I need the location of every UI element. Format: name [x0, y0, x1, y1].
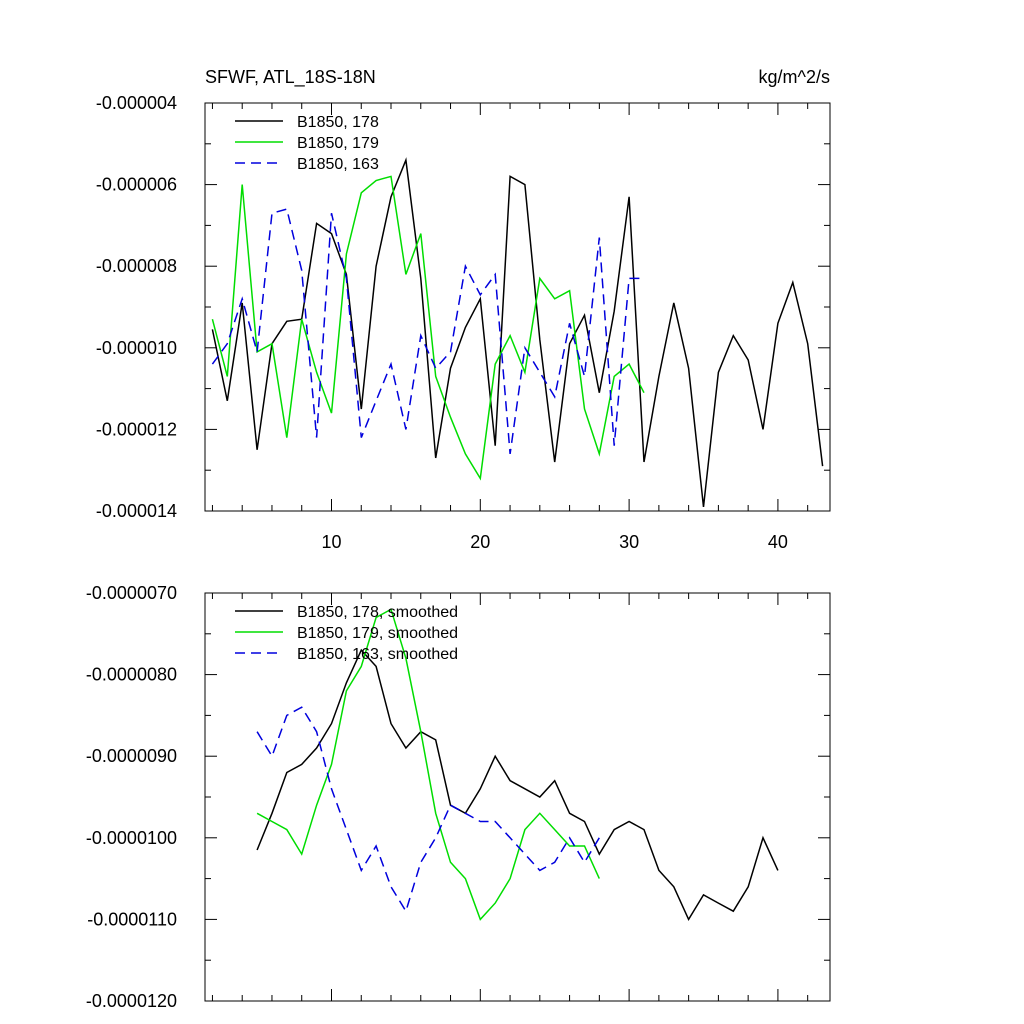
x-tick-label: 30 [619, 532, 639, 552]
series-line-1 [256, 648, 779, 922]
top-plot-ticks: 10 20 30 40 -0.000004 -0.000006 -0.000008 -0.00… [96, 93, 830, 552]
top-plot-units: kg/m^2/s [759, 67, 830, 87]
top-plot-legend: B1850, 178 B1850, 179 B1850, 163 [235, 114, 379, 173]
x-tick-label: 20 [470, 532, 490, 552]
y-tick-label: -0.000006 [96, 175, 177, 195]
top-plot-series [211, 157, 824, 507]
series-line-2 [256, 608, 600, 921]
y-tick-label: -0.0000120 [86, 991, 177, 1011]
series-line-3 [256, 706, 600, 914]
bottom-plot-panel: -0.0000070 -0.0000080 -0.0000090 -0.0000100… [86, 583, 831, 1011]
y-tick-label: -0.0000100 [86, 828, 177, 848]
legend-label: B1850, 178 [297, 114, 379, 131]
y-tick-label: -0.0000110 [87, 909, 177, 929]
y-tick-label: -0.0000070 [86, 583, 177, 603]
y-tick-label: -0.0000090 [86, 746, 177, 766]
bottom-plot-legend: B1850, 178, smoothed B1850, 179, smoothed… [235, 604, 458, 663]
y-tick-label: -0.000008 [96, 256, 177, 276]
series-line-3 [211, 208, 644, 455]
x-tick-label: 10 [321, 532, 341, 552]
y-tick-label: -0.000010 [96, 338, 177, 358]
series-line-1 [211, 157, 824, 507]
bottom-plot-ticks: -0.0000070 -0.0000080 -0.0000090 -0.0000100… [86, 583, 830, 1011]
top-plot-title: SFWF, ATL_18S-18N [205, 67, 376, 88]
y-tick-label: -0.0000080 [86, 665, 177, 685]
legend-label: B1850, 179 [297, 135, 379, 152]
x-tick-label: 40 [768, 532, 788, 552]
top-plot-panel: SFWF, ATL_18S-18N kg/m^2/s 10 20 30 40 -0.00… [96, 67, 831, 552]
bottom-plot-series [256, 608, 779, 922]
series-line-2 [211, 175, 645, 481]
y-tick-label: -0.000012 [96, 419, 177, 439]
legend-label: B1850, 178, smoothed [297, 604, 458, 621]
legend-label: B1850, 179, smoothed [297, 625, 458, 642]
legend-label: B1850, 163 [297, 156, 379, 173]
y-tick-label: -0.000014 [96, 501, 177, 521]
legend-label: B1850, 163, smoothed [297, 646, 458, 663]
y-tick-label: -0.000004 [96, 93, 177, 113]
